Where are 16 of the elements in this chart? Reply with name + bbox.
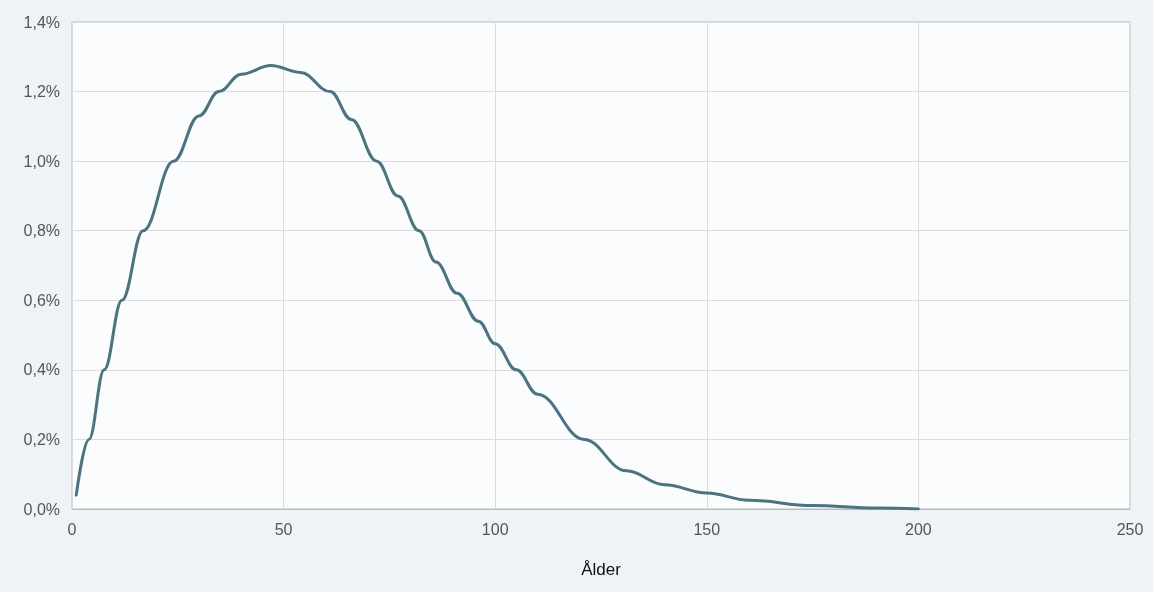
y-tick-label: 0,2% <box>23 430 60 448</box>
y-tick-label: 0,8% <box>23 222 60 240</box>
y-tick-label: 1,2% <box>23 83 60 101</box>
y-tick-label: 1,4% <box>23 13 60 31</box>
line-series <box>74 63 920 511</box>
x-tick-label: 250 <box>1116 520 1144 538</box>
y-tick-label: 0,0% <box>23 500 60 518</box>
x-tick-label: 0 <box>67 520 77 538</box>
x-tick-label: 200 <box>905 520 932 538</box>
x-axis-title: Ålder <box>581 560 622 579</box>
x-tick-label: 50 <box>274 520 293 538</box>
y-tick-label: 1,0% <box>23 152 60 170</box>
y-tick-label: 0,6% <box>23 291 60 309</box>
x-tick-label: 150 <box>693 520 721 538</box>
x-tick-label: 100 <box>481 520 509 538</box>
y-tick-label: 0,4% <box>23 361 60 379</box>
